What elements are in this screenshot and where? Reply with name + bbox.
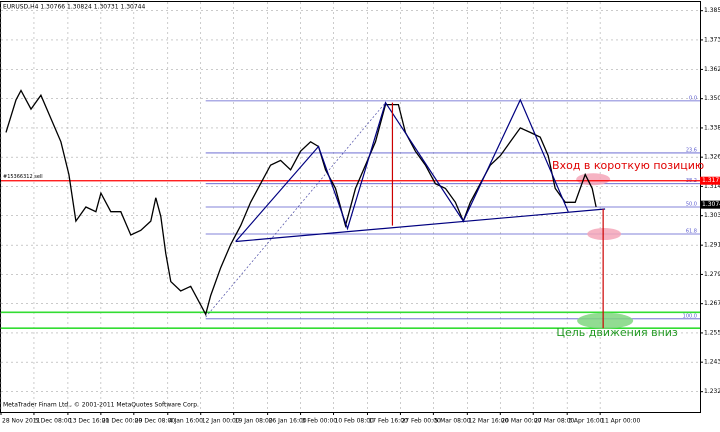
- zigzag: [235, 98, 569, 242]
- order-price-label: 1.31710: [702, 177, 720, 184]
- y-tick-label: 1.232: [704, 388, 720, 395]
- trend-line: [205, 102, 386, 318]
- y-tick-label: 1.362: [704, 66, 720, 73]
- y-tick-label: 1.2557: [704, 329, 720, 336]
- y-tick-label: 1.303: [704, 212, 720, 219]
- fibo-label: 0.0: [689, 95, 697, 101]
- neckline: [235, 208, 606, 243]
- x-tick-label: 10 Feb 08:00: [335, 418, 375, 425]
- fibo-label: 61.8: [686, 229, 697, 235]
- y-tick-label: 1.3739: [704, 36, 720, 43]
- annotation: Вход в короткую позицию: [552, 159, 704, 172]
- x-tick-label: 5 Mar 08:00: [434, 418, 470, 425]
- highlight: [587, 228, 622, 241]
- order-label: #15366312 sell: [3, 174, 43, 180]
- x-tick-label: 4 Jan 16:00: [169, 418, 203, 425]
- highlight: [577, 312, 634, 329]
- y-tick-label: 1.2793: [704, 271, 720, 278]
- x-tick-label: 13 Dec 16:00: [69, 418, 110, 425]
- x-tick-label: 27 Feb 00:00: [401, 418, 441, 425]
- y-tick-label: 1.3502: [704, 95, 720, 102]
- current-price-box: [700, 200, 720, 209]
- x-tick-label: 26 Jan 16:00: [269, 418, 307, 425]
- y-tick-label: 1.3384: [704, 124, 720, 131]
- x-tick-label: 21 Dec 00:00: [102, 418, 143, 425]
- x-tick-label: 29 Dec 08:00: [135, 418, 176, 425]
- x-tick-label: 17 Feb 16:00: [368, 418, 408, 425]
- x-tick-label: 12 Jan 00:00: [202, 418, 240, 425]
- y-tick-label: 1.3857: [704, 7, 720, 14]
- x-tick-label: 20 Mar 00:00: [501, 418, 541, 425]
- fibo-label: 100.0: [683, 313, 697, 319]
- footer: MetaTrader Finam Ltd., © 2001-2011 MetaQ…: [3, 402, 199, 409]
- x-tick-label: 5 Dec 08:00: [35, 418, 72, 425]
- x-tick-label: 28 Nov 2011: [2, 418, 41, 425]
- annotation: Цель движения вниз: [556, 326, 678, 339]
- fibo-label: 23.6: [686, 147, 697, 153]
- x-tick-label: 11 Apr 00:00: [601, 418, 640, 425]
- highlight: [576, 173, 611, 186]
- y-tick-label: 1.2439: [704, 359, 720, 366]
- x-tick-label: 3 Apr 16:00: [568, 418, 603, 425]
- y-tick-label: 1.3148: [704, 183, 720, 190]
- x-tick-label: 19 Jan 08:00: [235, 418, 273, 425]
- x-tick-label: 3 Feb 00:00: [302, 418, 338, 425]
- current-price-label: 1.30744: [702, 201, 720, 208]
- y-tick-label: 1.3266: [704, 154, 720, 161]
- price-line: [5, 89, 597, 317]
- x-tick-label: 12 Mar 16:00: [468, 418, 508, 425]
- chart-title: EURUSD,H4 1.30766 1.30824 1.30731 1.3074…: [3, 4, 145, 11]
- order-price-box: [700, 176, 720, 185]
- y-tick-label: 1.2675: [704, 300, 720, 307]
- fibo-label: 50.0: [686, 202, 697, 208]
- x-tick-label: 27 Mar 08:00: [534, 418, 574, 425]
